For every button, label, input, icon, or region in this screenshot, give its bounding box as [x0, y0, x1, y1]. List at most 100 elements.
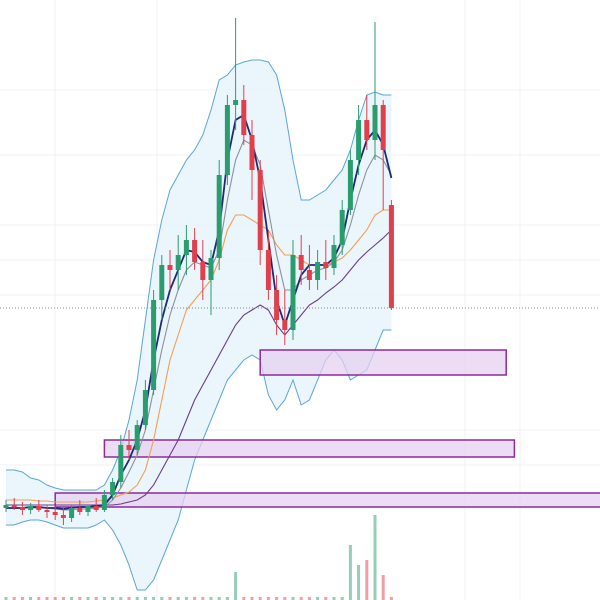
volume-bar	[4, 597, 8, 600]
volume-bar	[78, 597, 82, 600]
volume-bar	[184, 597, 188, 600]
volume-bar	[234, 572, 238, 600]
candle-body	[69, 508, 75, 518]
volume-bar	[258, 597, 262, 600]
candle-body	[44, 510, 50, 512]
candle-body	[60, 515, 66, 518]
volume-bar	[266, 597, 270, 600]
volume-bar	[348, 545, 352, 600]
volume-bar	[291, 597, 295, 600]
candle-body	[175, 255, 181, 270]
volume-bar	[275, 597, 279, 600]
volume-bar	[102, 597, 106, 600]
candle-body	[77, 508, 83, 512]
candle-body	[134, 425, 140, 450]
candle-body	[85, 506, 91, 512]
candle-body	[11, 505, 17, 507]
volume-bar	[45, 597, 49, 600]
moving-average	[6, 229, 392, 506]
volume-bar	[119, 597, 123, 600]
candle-body	[110, 482, 116, 495]
volume-bar	[365, 560, 369, 600]
volume-bar	[111, 597, 115, 600]
candle-body	[151, 300, 157, 390]
volume-bar	[217, 597, 221, 600]
zone	[103, 439, 516, 458]
volume-bar	[193, 597, 197, 600]
candle-body	[159, 265, 165, 300]
candle-body	[183, 240, 189, 255]
candle-body	[101, 495, 107, 510]
candle-body	[208, 258, 214, 280]
candle-body	[118, 445, 124, 482]
volume-bar	[209, 597, 213, 600]
candle-body	[142, 390, 148, 425]
zone	[259, 349, 507, 376]
candle-body	[306, 270, 312, 280]
candle-body	[249, 135, 255, 170]
candle-body	[28, 506, 34, 510]
candle-body	[224, 105, 230, 175]
volume-bar	[86, 597, 90, 600]
candle-body	[3, 505, 9, 508]
candle-body	[339, 210, 345, 245]
candle-body	[52, 512, 58, 515]
candle-body	[216, 175, 222, 258]
band-fill	[6, 60, 392, 590]
volume-bar	[37, 597, 41, 600]
candle-body	[126, 445, 132, 450]
volume-bar	[61, 597, 65, 600]
volume-bar	[324, 597, 328, 600]
candle-body	[233, 100, 239, 105]
candle-body	[265, 250, 271, 290]
candle-body	[274, 290, 280, 320]
candle-body	[380, 105, 386, 150]
candle-body	[290, 255, 296, 330]
volume-bar	[389, 597, 393, 600]
volume-bar	[29, 597, 33, 600]
volume-bar	[283, 597, 287, 600]
volume-bar	[160, 597, 164, 600]
candle-body	[241, 100, 247, 135]
candle-body	[331, 245, 337, 268]
volume-bar	[357, 565, 361, 600]
volume-bar	[152, 597, 156, 600]
zone	[54, 492, 600, 508]
candle-body	[364, 120, 370, 140]
candle-body	[93, 506, 99, 510]
candle-body	[36, 506, 42, 510]
volume-bar	[176, 597, 180, 600]
candle-body	[356, 120, 362, 160]
candle-body	[257, 170, 263, 250]
candle-body	[323, 262, 329, 268]
volume-bar	[307, 597, 311, 600]
volume-bar	[201, 597, 205, 600]
volume-bar	[12, 597, 16, 600]
volume-bar	[316, 597, 320, 600]
candle-body	[347, 160, 353, 210]
volume-bar	[53, 597, 57, 600]
volume-bar	[373, 515, 377, 600]
candle-body	[388, 205, 394, 308]
volume-bar	[168, 597, 172, 600]
volume-bar	[340, 597, 344, 600]
volume-bar	[70, 597, 74, 600]
candle-body	[19, 507, 25, 510]
candle-body	[282, 320, 288, 330]
candle-body	[192, 240, 198, 262]
volume-bar	[332, 597, 336, 600]
volume-bar	[225, 597, 229, 600]
volume-bar	[143, 597, 147, 600]
candle-body	[298, 255, 304, 270]
candle-body	[372, 105, 378, 140]
band-upper	[6, 59, 392, 491]
candle-body	[200, 262, 206, 280]
volume-bar	[242, 597, 246, 600]
volume-bar	[299, 597, 303, 600]
volume-bar	[127, 597, 131, 600]
volume-bar	[250, 597, 254, 600]
candle-body	[167, 265, 173, 270]
volume-bar	[20, 597, 24, 600]
volume-bar	[94, 597, 98, 600]
